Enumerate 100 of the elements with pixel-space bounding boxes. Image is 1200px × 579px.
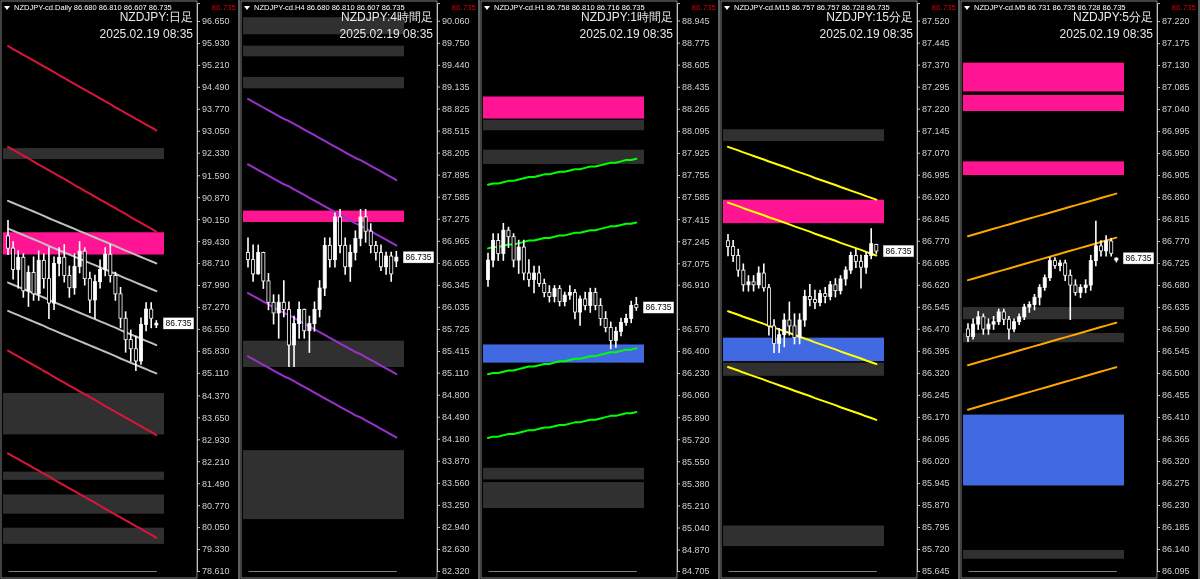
y-tick-label: 86.470 [922, 324, 950, 335]
y-tick-label: 87.370 [922, 60, 950, 71]
annotation: 86.735 [885, 246, 912, 257]
y-tick-label: 87.585 [442, 192, 470, 203]
line-series [967, 321, 1118, 367]
y-tick-label: 85.830 [202, 346, 230, 357]
y-tick-label: 87.070 [922, 148, 950, 159]
y-tick-label: 85.890 [682, 412, 710, 423]
y-tick-label: 82.630 [442, 544, 470, 555]
line-series [7, 452, 158, 539]
y-tick-label: 87.990 [202, 280, 230, 291]
y-tick-label: 95.930 [202, 38, 230, 49]
y-tick-label: 83.250 [442, 500, 470, 511]
y-tick-label: 86.965 [442, 236, 470, 247]
line-series [7, 145, 158, 233]
y-tick-label: 85.725 [442, 324, 470, 335]
y-tick-label: 86.545 [1162, 346, 1190, 357]
y-tick-label: 86.400 [682, 346, 710, 357]
line-series [7, 349, 158, 437]
text: 2025.02.19 08:35 [579, 27, 674, 41]
y-tick-label: 89.135 [442, 81, 470, 92]
line-series [967, 236, 1118, 282]
text: NZDJPY:5分足 [1072, 10, 1153, 24]
y-tick-label: 86.275 [1162, 478, 1190, 489]
y-tick-label: 84.800 [442, 390, 470, 401]
line-series [727, 145, 878, 201]
y-tick-label: 88.265 [682, 104, 710, 115]
y-tick-label: 85.380 [682, 478, 710, 489]
y-tick-label: 86.920 [922, 192, 950, 203]
y-tick-label: 96.650 [202, 16, 230, 27]
y-tick-label: 81.490 [202, 478, 230, 489]
y-tick-label: 86.185 [1162, 522, 1190, 533]
line-series [967, 366, 1118, 411]
y-tick-label: 87.270 [202, 302, 230, 313]
text: 86.735 [931, 3, 957, 12]
y-tick-label: 87.220 [922, 104, 950, 115]
y-tick-label: 86.095 [922, 434, 950, 445]
y-tick-label: 86.410 [1162, 412, 1190, 423]
y-tick-label: 87.220 [1162, 16, 1190, 27]
y-tick-label: 86.995 [922, 170, 950, 181]
y-tick-label: 88.205 [442, 148, 470, 159]
y-tick-label: 85.110 [202, 368, 229, 379]
y-tick-label: 86.950 [1162, 148, 1190, 159]
y-tick-label: 86.770 [922, 236, 950, 247]
text: NZDJPY:4時間足 [340, 10, 433, 24]
y-tick-label: 87.075 [682, 258, 710, 269]
annotation: 86.735 [165, 318, 192, 329]
line-series [727, 201, 878, 257]
line-series [727, 365, 878, 421]
y-tick-label: 87.755 [682, 170, 710, 181]
y-tick-label: 88.775 [682, 37, 710, 48]
y-tick-label: 86.020 [922, 456, 950, 467]
y-tick-label: 87.295 [922, 82, 950, 93]
y-tick-label: 85.550 [682, 456, 710, 467]
y-tick-label: 87.275 [442, 214, 470, 225]
y-tick-label: 80.050 [202, 522, 230, 533]
y-tick-label: 87.085 [1162, 82, 1190, 93]
y-tick-label: 87.130 [1162, 60, 1190, 71]
y-tick-label: 88.945 [682, 15, 710, 26]
y-tick-label: 86.170 [922, 412, 950, 423]
y-tick-label: 87.445 [922, 38, 950, 49]
y-tick-label: 86.245 [922, 390, 950, 401]
text: 2025.02.19 08:35 [1059, 27, 1154, 41]
y-tick-label: 86.725 [1162, 258, 1190, 269]
y-tick-label: 86.910 [682, 280, 710, 291]
y-tick-label: 84.705 [682, 566, 710, 577]
y-tick-label: 83.650 [202, 412, 230, 423]
text: 86.735 [451, 3, 477, 12]
y-tick-label: 86.545 [922, 302, 950, 313]
y-tick-label: 88.435 [682, 82, 710, 93]
y-tick-label: 84.370 [202, 390, 230, 401]
y-tick-label: 85.110 [442, 368, 469, 379]
y-tick-label: 83.560 [442, 478, 470, 489]
y-tick-label: 87.175 [1162, 38, 1190, 49]
y-tick-label: 85.210 [682, 500, 710, 511]
y-tick-label: 86.695 [922, 258, 950, 269]
y-tick-label: 86.550 [202, 324, 230, 335]
line-series [727, 310, 878, 366]
annotation: 86.735 [1125, 253, 1152, 264]
y-tick-label: 86.995 [1162, 126, 1190, 137]
annotation: 86.735 [645, 302, 672, 313]
y-tick-label: 86.320 [922, 368, 950, 379]
y-tick-label: 94.490 [202, 82, 230, 93]
text: 2025.02.19 08:35 [819, 27, 914, 41]
y-tick-label: 78.610 [202, 566, 230, 577]
y-tick-label: 86.680 [1162, 280, 1190, 291]
y-tick-label: 88.095 [682, 126, 710, 137]
y-tick-label: 85.795 [922, 522, 950, 533]
y-tick-label: 86.230 [682, 368, 710, 379]
y-tick-label: 90.870 [202, 192, 230, 203]
text: NZDJPY:日足 [119, 10, 193, 24]
y-tick-label: 88.825 [442, 103, 470, 114]
text: 86.735 [691, 3, 717, 12]
y-tick-label: 88.710 [202, 258, 230, 269]
line-series [7, 44, 158, 132]
y-tick-label: 86.635 [1162, 302, 1190, 313]
y-tick-label: 86.590 [1162, 324, 1190, 335]
y-tick-label: 86.500 [1162, 368, 1190, 379]
y-tick-label: 87.585 [682, 192, 710, 203]
y-tick-label: 80.770 [202, 500, 230, 511]
